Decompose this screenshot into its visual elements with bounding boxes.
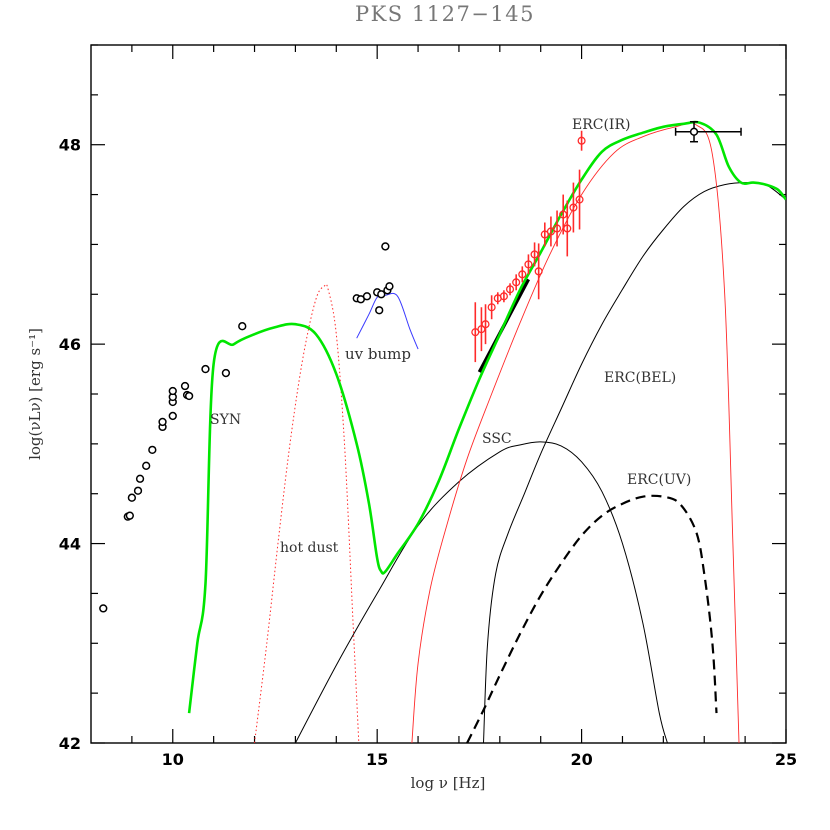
data-point-black bbox=[375, 306, 384, 315]
curve-ssc bbox=[294, 441, 668, 743]
data-point-red bbox=[505, 285, 515, 294]
curve-uv-bump bbox=[356, 292, 419, 350]
curve-erc-ir bbox=[411, 122, 740, 743]
axis-tick-labels: 10 15 20 25 42 44 46 48 bbox=[59, 136, 797, 769]
data-point-red bbox=[546, 227, 555, 236]
data-point-black bbox=[133, 486, 143, 495]
annotation-syn: SYN bbox=[210, 412, 241, 428]
x-tick-label: 20 bbox=[570, 750, 592, 769]
data-point-black bbox=[238, 322, 247, 331]
x-tick-label: 25 bbox=[775, 750, 797, 769]
y-axis-label: log(νLν) [erg s⁻¹] bbox=[26, 328, 44, 460]
plot-frame bbox=[90, 44, 787, 744]
curve-total bbox=[187, 120, 786, 714]
data-point-red bbox=[575, 195, 584, 204]
data-point-black bbox=[184, 391, 194, 401]
data-point-black bbox=[127, 493, 137, 502]
data-point-black bbox=[158, 417, 167, 427]
chart-title: PKS 1127−145 bbox=[355, 2, 535, 26]
data-point-red bbox=[499, 292, 508, 301]
data-point-black bbox=[168, 411, 177, 421]
y-tick-label: 46 bbox=[59, 335, 81, 354]
axis-ticks bbox=[91, 44, 787, 744]
data-point-red bbox=[534, 267, 543, 276]
data-point-black bbox=[99, 604, 108, 613]
data-points bbox=[99, 121, 742, 613]
data-point-red bbox=[512, 278, 521, 287]
data-point-gamma bbox=[689, 127, 699, 136]
x-tick-label: 15 bbox=[366, 750, 388, 769]
data-point-black bbox=[142, 461, 151, 470]
annotation-erc-bel: ERC(BEL) bbox=[604, 370, 676, 386]
data-point-black bbox=[221, 368, 231, 378]
data-point-red bbox=[569, 203, 578, 212]
curve-hot-dust bbox=[254, 283, 360, 743]
data-point-red bbox=[540, 230, 549, 239]
data-point-black bbox=[362, 292, 372, 301]
data-point-red bbox=[577, 136, 586, 145]
x-axis-label: log ν [Hz] bbox=[411, 774, 486, 792]
curve-erc-uv bbox=[466, 494, 718, 743]
annotation-hot-dust: hot dust bbox=[280, 540, 339, 556]
data-point-red bbox=[487, 303, 496, 312]
data-point-black bbox=[201, 364, 210, 374]
data-point-black bbox=[180, 381, 190, 391]
y-tick-label: 44 bbox=[59, 535, 81, 554]
data-point-red bbox=[518, 270, 527, 279]
y-tick-label: 42 bbox=[59, 734, 81, 753]
annotation-erc-ir: ERC(IR) bbox=[572, 117, 630, 133]
data-point-black bbox=[377, 290, 386, 299]
data-point-red bbox=[471, 328, 480, 337]
annotation-ssc: SSC bbox=[482, 431, 512, 447]
model-curves bbox=[187, 120, 786, 743]
data-point-red bbox=[553, 224, 562, 233]
data-point-black bbox=[125, 511, 134, 520]
data-point-red bbox=[481, 320, 490, 329]
curve-erc-bel bbox=[483, 181, 786, 743]
data-point-red bbox=[563, 224, 572, 233]
data-point-black bbox=[168, 386, 177, 396]
data-point-black bbox=[148, 445, 157, 454]
data-point-black bbox=[381, 242, 390, 251]
annotation-uv-bump: uv bump bbox=[345, 345, 411, 363]
data-point-red bbox=[524, 260, 533, 269]
y-tick-label: 48 bbox=[59, 136, 81, 155]
annotation-erc-uv: ERC(UV) bbox=[627, 472, 691, 488]
data-point-black bbox=[385, 282, 394, 291]
x-tick-label: 10 bbox=[162, 750, 184, 769]
curve-annotations: SYN hot dust uv bump SSC ERC(BEL) ERC(UV… bbox=[210, 117, 691, 556]
data-point-black bbox=[135, 474, 145, 483]
